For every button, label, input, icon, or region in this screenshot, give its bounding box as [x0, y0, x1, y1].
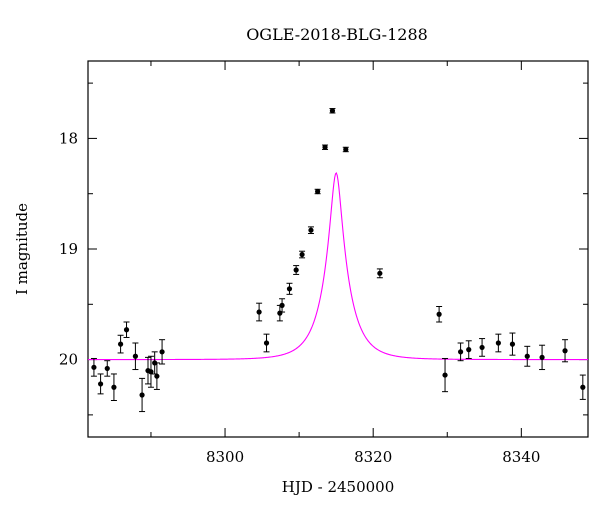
data-point — [123, 321, 130, 338]
data-point — [322, 144, 329, 150]
data-point-marker — [308, 227, 314, 233]
data-point — [139, 377, 146, 413]
data-point-marker — [457, 349, 464, 355]
data-point — [442, 357, 449, 393]
data-point-marker — [562, 348, 568, 354]
data-point-marker — [315, 188, 321, 195]
data-point — [457, 342, 464, 362]
x-tick-label: 8300 — [206, 448, 244, 466]
data-point-marker — [132, 353, 139, 359]
data-point — [286, 282, 293, 295]
data-point — [90, 357, 97, 377]
data-point-marker — [279, 302, 285, 308]
data-point-marker — [479, 344, 485, 351]
data-point — [159, 339, 166, 365]
data-point — [539, 344, 546, 371]
data-point — [299, 250, 306, 259]
data-point — [256, 302, 263, 322]
data-point-marker — [299, 251, 305, 258]
data-point-marker — [495, 340, 501, 346]
data-point — [153, 362, 160, 390]
data-point-marker — [377, 270, 383, 276]
data-point — [314, 188, 321, 195]
data-point-marker — [91, 364, 97, 370]
data-point — [104, 360, 111, 377]
data-point-marker — [97, 381, 104, 387]
data-point-marker — [256, 309, 262, 315]
data-point-marker — [104, 365, 110, 372]
data-point-marker — [286, 286, 293, 292]
data-point — [465, 340, 472, 359]
data-point-marker — [524, 353, 530, 359]
axis-tick-labels: 8300 8320 8340 18 19 20 — [59, 129, 541, 466]
data-point — [524, 345, 531, 367]
x-axis-label: HJD - 2450000 — [282, 478, 395, 496]
data-point — [436, 306, 443, 323]
y-tick-label: 19 — [59, 240, 78, 258]
data-point — [509, 332, 516, 356]
data-point-marker — [436, 311, 442, 317]
data-point-marker — [159, 349, 165, 355]
data-point-marker — [539, 354, 545, 360]
x-tick-label: 8320 — [354, 448, 392, 466]
axis-ticks — [88, 61, 588, 437]
plot-frame — [87, 60, 589, 438]
y-tick-label: 20 — [59, 351, 78, 369]
data-point — [293, 265, 300, 275]
data-point-marker — [123, 327, 130, 333]
data-point-marker — [322, 144, 328, 150]
data-point — [562, 339, 569, 363]
data-point — [97, 373, 104, 395]
data-point-marker — [442, 372, 448, 378]
data-point — [342, 146, 349, 153]
model-curve — [88, 172, 588, 361]
model-curve-layer — [88, 172, 588, 361]
x-tick-label: 8340 — [502, 448, 540, 466]
data-point-marker — [293, 267, 299, 273]
data-point-marker — [117, 341, 124, 347]
data-point-marker — [111, 384, 117, 390]
data-point-marker — [154, 373, 160, 379]
data-point — [376, 268, 383, 279]
data-point — [147, 355, 154, 388]
data-point — [263, 333, 270, 353]
data-point — [579, 374, 586, 400]
data-point-marker — [580, 384, 586, 390]
data-point-marker — [263, 340, 270, 346]
data-point — [110, 373, 117, 402]
chart-title: OGLE-2018-BLG-1288 — [246, 25, 428, 44]
data-point-marker — [148, 369, 154, 375]
y-tick-label: 18 — [59, 129, 78, 147]
data-point — [279, 298, 286, 313]
data-point — [329, 108, 336, 114]
data-points-layer — [90, 108, 586, 413]
data-point-marker — [139, 392, 145, 398]
data-point — [495, 333, 502, 353]
data-point — [307, 226, 314, 235]
data-point — [117, 334, 124, 354]
data-point — [132, 342, 139, 371]
data-point-marker — [466, 347, 472, 353]
data-point-marker — [509, 341, 516, 347]
data-point-marker — [343, 146, 349, 153]
y-axis-label: I magnitude — [13, 203, 31, 295]
data-point — [479, 338, 486, 357]
data-point-marker — [329, 108, 336, 114]
